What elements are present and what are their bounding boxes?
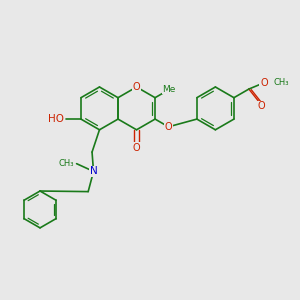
Text: O: O <box>165 122 172 132</box>
Text: O: O <box>260 77 268 88</box>
Text: O: O <box>257 101 265 111</box>
Text: O: O <box>133 143 140 153</box>
Text: N: N <box>90 167 98 176</box>
Text: HO: HO <box>48 114 64 124</box>
Text: CH₃: CH₃ <box>59 159 74 168</box>
Text: O: O <box>133 82 140 92</box>
Text: CH₃: CH₃ <box>273 78 289 87</box>
Text: Me: Me <box>163 85 176 94</box>
